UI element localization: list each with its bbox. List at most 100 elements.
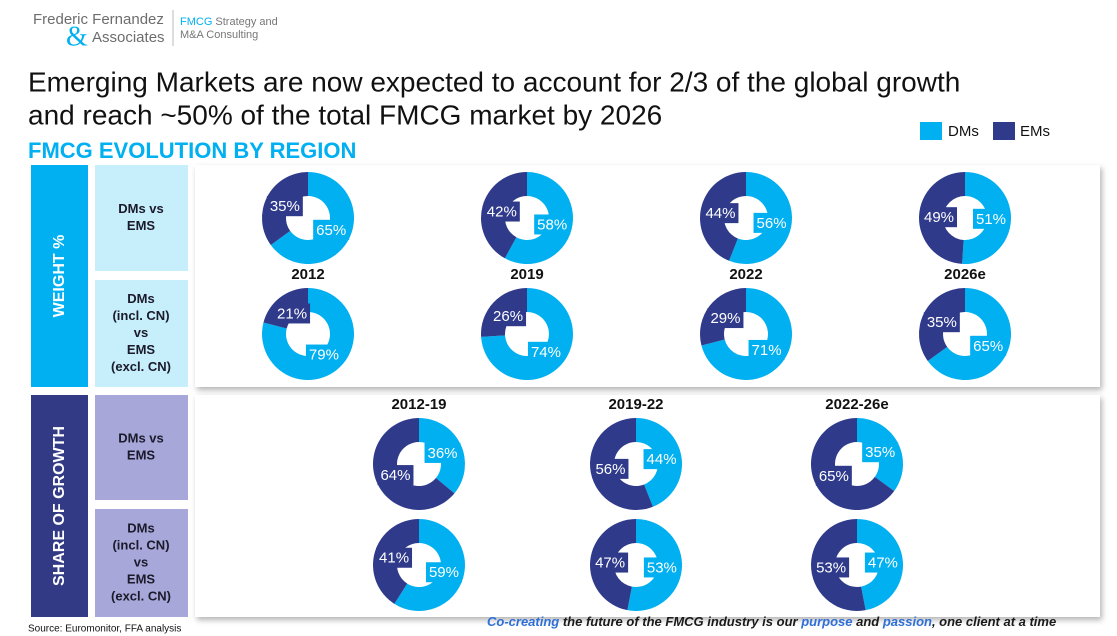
value-label: 44%: [647, 451, 677, 468]
donut-chart: 36% 64%: [372, 418, 465, 510]
period-label: 2026e: [944, 266, 986, 283]
row-label: vs: [134, 554, 148, 569]
value-label: 71%: [752, 342, 782, 359]
donut-segment: [811, 519, 866, 611]
donut-chart: 58% 42%: [480, 172, 574, 264]
value-label-box: [534, 214, 571, 235]
donut-segment: [270, 172, 354, 265]
logo-tagline: FMCG Strategy and: [180, 16, 278, 28]
donut-segment: [504, 172, 574, 264]
value-label-box: [921, 207, 958, 228]
period-label: 2012: [291, 266, 324, 283]
donut-segment: [962, 172, 1011, 264]
row-label: DMs vs: [118, 201, 164, 216]
subtitle: FMCG EVOLUTION BY REGION: [28, 138, 356, 163]
row-label: EMS: [127, 342, 156, 357]
donut-segment: [394, 519, 465, 611]
value-label-box: [592, 458, 629, 479]
value-label-box: [305, 344, 342, 365]
donut-chart: 51% 49%: [918, 172, 1011, 264]
tagline: Co-creating the future of the FMCG indus…: [487, 614, 1056, 629]
value-label: 41%: [379, 550, 409, 567]
value-label: 51%: [976, 211, 1006, 228]
value-label: 44%: [705, 205, 735, 222]
row-label-box: [95, 509, 188, 617]
side-label-box: [31, 165, 88, 387]
value-label: 36%: [428, 445, 458, 462]
tagline-part: , one client at a time: [931, 614, 1056, 629]
value-label: 65%: [973, 338, 1003, 355]
donut-segment: [372, 418, 455, 510]
legend-swatch: [993, 122, 1015, 140]
value-label-box: [425, 562, 462, 583]
logo-tag: M&A Consulting: [180, 29, 258, 41]
donut-chart: 44% 56%: [589, 418, 682, 510]
tagline-part: the future of the FMCG industry is our: [559, 614, 801, 629]
source: Source: Euromonitor, FFA analysis: [28, 624, 181, 635]
value-label: 65%: [316, 222, 346, 239]
charts: 65% 35% 58% 42% 56% 44% 51% 49% 79% 21% 74% 26% 71% 2…: [262, 172, 1012, 611]
value-label-box: [702, 203, 739, 224]
value-label: 35%: [270, 198, 300, 215]
tagline-part: purpose: [800, 614, 852, 629]
row-label: (incl. CN): [112, 537, 169, 552]
donut-chart: 71% 29%: [700, 288, 792, 381]
value-label-box: [923, 312, 960, 333]
value-label-box: [862, 442, 899, 463]
value-label: 35%: [927, 314, 957, 331]
row-label: (excl. CN): [111, 359, 171, 374]
value-label: 47%: [595, 555, 625, 572]
value-label-box: [424, 442, 461, 463]
value-label-box: [592, 552, 629, 573]
logo-brand: FMCG: [180, 16, 212, 28]
legend-swatch: [920, 122, 942, 140]
row-label-box: [95, 280, 188, 387]
side-label-box: [31, 395, 88, 617]
logo-tag: Strategy and: [215, 16, 277, 28]
row-label-box: [95, 395, 188, 500]
tagline-part: passion: [882, 614, 932, 629]
value-label-box: [643, 557, 680, 578]
donut-chart: 65% 35%: [262, 172, 354, 265]
value-label-box: [490, 306, 527, 327]
legend-label: EMs: [1020, 123, 1050, 140]
value-label: 42%: [487, 204, 517, 221]
value-label: 21%: [277, 305, 307, 322]
value-label: 58%: [537, 216, 567, 233]
logo-name: Frederic Fernandez: [33, 11, 164, 28]
row-label: DMs: [127, 520, 154, 535]
value-label-box: [970, 335, 1007, 356]
legend: DMs EMs: [920, 122, 1050, 140]
row-label-box: [95, 165, 188, 271]
donut-segment: [927, 288, 1012, 380]
value-label: 49%: [924, 209, 954, 226]
period-label: 2019: [510, 266, 543, 283]
donut-segment: [627, 519, 682, 611]
row-label: DMs: [127, 291, 154, 306]
title-line: Emerging Markets are now expected to acc…: [28, 66, 960, 97]
row-label: EMS: [127, 571, 156, 586]
logo-ampersand: &: [66, 21, 88, 52]
donut-segment: [589, 418, 653, 510]
row-label: (excl. CN): [111, 588, 171, 603]
donut-chart: 59% 41%: [372, 519, 465, 611]
legend-label: DMs: [948, 123, 979, 140]
value-label-box: [753, 212, 790, 233]
donut-chart: 79% 21%: [262, 288, 355, 380]
value-label: 26%: [493, 308, 523, 325]
value-label-box: [274, 303, 311, 324]
value-label: 65%: [819, 468, 849, 485]
value-label-box: [972, 208, 1009, 229]
value-label: 47%: [868, 555, 898, 572]
value-label: 53%: [647, 559, 677, 576]
donut-chart: 53% 47%: [589, 519, 682, 611]
donut-chart: 56% 44%: [699, 172, 792, 264]
value-label: 56%: [757, 215, 787, 232]
value-label-box: [313, 219, 350, 240]
title-line: and reach ~50% of the total FMCG market …: [28, 99, 662, 130]
side-label: SHARE OF GROWTH: [51, 426, 68, 586]
value-label: 74%: [531, 344, 561, 361]
period-label: 2022: [729, 266, 762, 283]
value-label-box: [376, 547, 413, 568]
